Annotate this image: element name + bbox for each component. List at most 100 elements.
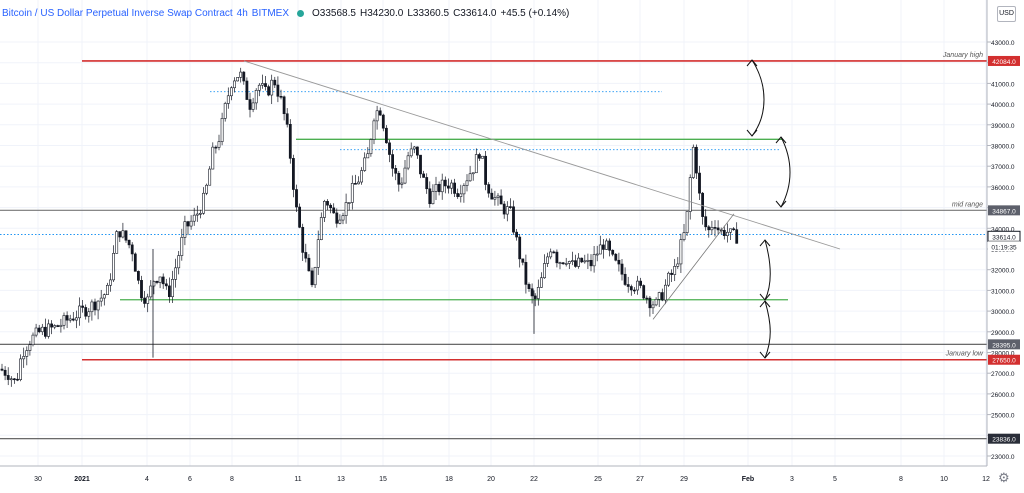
- x-tick-label: 12: [982, 476, 990, 483]
- candle-body: [295, 189, 298, 208]
- candle-body: [273, 79, 277, 86]
- candle-body: [124, 230, 128, 241]
- candle-body: [682, 232, 686, 240]
- candle-body: [629, 286, 633, 291]
- price-tag: [988, 205, 1020, 216]
- candle-body: [242, 71, 246, 82]
- interval-label[interactable]: 4h: [236, 8, 248, 19]
- y-tick-label: 36000.0: [991, 185, 1015, 192]
- x-tick-label: 20: [487, 476, 495, 483]
- candle-body: [304, 252, 308, 259]
- candle-body: [205, 184, 209, 194]
- arrow-head: [759, 300, 771, 308]
- candle-body: [264, 83, 267, 87]
- arrow-head: [759, 293, 771, 301]
- candle-body: [428, 188, 432, 205]
- candle-body: [465, 180, 469, 186]
- candle-body: [174, 267, 178, 280]
- trend-line: [652, 213, 735, 320]
- level-label: January low: [945, 351, 984, 358]
- exchange-label: BITMEX: [251, 8, 290, 19]
- level-label: January high: [942, 52, 983, 59]
- candle-body: [539, 277, 543, 288]
- price-tag: [988, 433, 1020, 444]
- price-tag: [988, 55, 1020, 66]
- candle-body: [484, 155, 488, 185]
- candle-body: [43, 326, 47, 337]
- candle-body: [270, 79, 274, 96]
- arrow-head: [746, 129, 758, 137]
- candle-body: [53, 325, 57, 328]
- x-tick-label: 27: [636, 476, 644, 483]
- symbol-name[interactable]: Bitcoin / US Dollar Perpetual Inverse Sw…: [2, 8, 233, 19]
- y-tick-label: 27000.0: [991, 371, 1015, 378]
- candle-body: [118, 231, 122, 238]
- candle-body: [710, 227, 714, 231]
- x-tick-label: 15: [379, 476, 387, 483]
- candle-body: [440, 179, 444, 193]
- candle-body: [96, 300, 100, 311]
- y-tick-label: 41000.0: [991, 81, 1015, 88]
- candle-body: [143, 297, 147, 304]
- candle-body: [521, 258, 525, 263]
- candle-body: [341, 215, 345, 221]
- candle-body: [679, 239, 683, 265]
- candle-body: [223, 103, 227, 119]
- candle-body: [611, 249, 615, 255]
- gear-icon[interactable]: ⚙: [998, 470, 1010, 485]
- price-tag-label: 27650.0: [992, 358, 1016, 365]
- candle-body: [56, 325, 60, 327]
- y-tick-label: 26000.0: [991, 392, 1015, 399]
- x-tick-label: 10: [940, 476, 948, 483]
- candle-body: [106, 284, 109, 295]
- y-tick-label: 37000.0: [991, 164, 1015, 171]
- candle-body: [645, 297, 649, 300]
- candle-body: [685, 211, 689, 233]
- candle-body: [239, 71, 243, 78]
- candle-body: [78, 305, 81, 319]
- candle-body: [632, 289, 636, 292]
- candle-body: [530, 288, 534, 297]
- candle-body: [707, 226, 711, 231]
- candle-body: [732, 228, 736, 231]
- candle-body: [9, 378, 13, 381]
- candle-body: [115, 231, 119, 254]
- candle-body: [536, 287, 540, 299]
- candle-body: [192, 214, 196, 222]
- candle-body: [422, 173, 426, 178]
- range-arrow: [780, 136, 791, 208]
- candle-body: [508, 206, 512, 208]
- candle-body: [62, 315, 66, 326]
- x-tick-label: 5: [833, 476, 837, 483]
- candle-body: [13, 378, 16, 381]
- y-tick-label: 23000.0: [991, 454, 1015, 461]
- x-tick-label: 18: [445, 476, 453, 483]
- open-value: O33568.5: [312, 8, 356, 19]
- close-value: C33614.0: [453, 8, 497, 19]
- candle-body: [344, 202, 348, 216]
- candle-body: [0, 368, 4, 371]
- change-value: +45.5 (+0.14%): [500, 8, 570, 19]
- candle-body: [729, 228, 732, 233]
- candle-body: [425, 177, 429, 190]
- candle-body: [524, 262, 528, 285]
- candle-body: [477, 154, 481, 159]
- y-tick-label: 29000.0: [991, 330, 1015, 337]
- currency-badge[interactable]: USD: [997, 6, 1016, 22]
- candle-body: [338, 219, 342, 224]
- candle-body: [651, 304, 655, 309]
- candle-body: [171, 279, 174, 298]
- candle-body: [332, 207, 336, 214]
- candle-body: [654, 298, 658, 306]
- candle-body: [543, 263, 546, 279]
- candle-body: [391, 154, 395, 169]
- candle-body: [326, 201, 329, 206]
- x-tick-label: 8: [899, 476, 903, 483]
- candle-body: [698, 172, 701, 194]
- price-tag-label: 42084.0: [992, 59, 1016, 66]
- candle-body: [75, 317, 78, 321]
- candle-body: [403, 167, 407, 184]
- candle-body: [378, 110, 382, 116]
- candle-body: [515, 231, 519, 238]
